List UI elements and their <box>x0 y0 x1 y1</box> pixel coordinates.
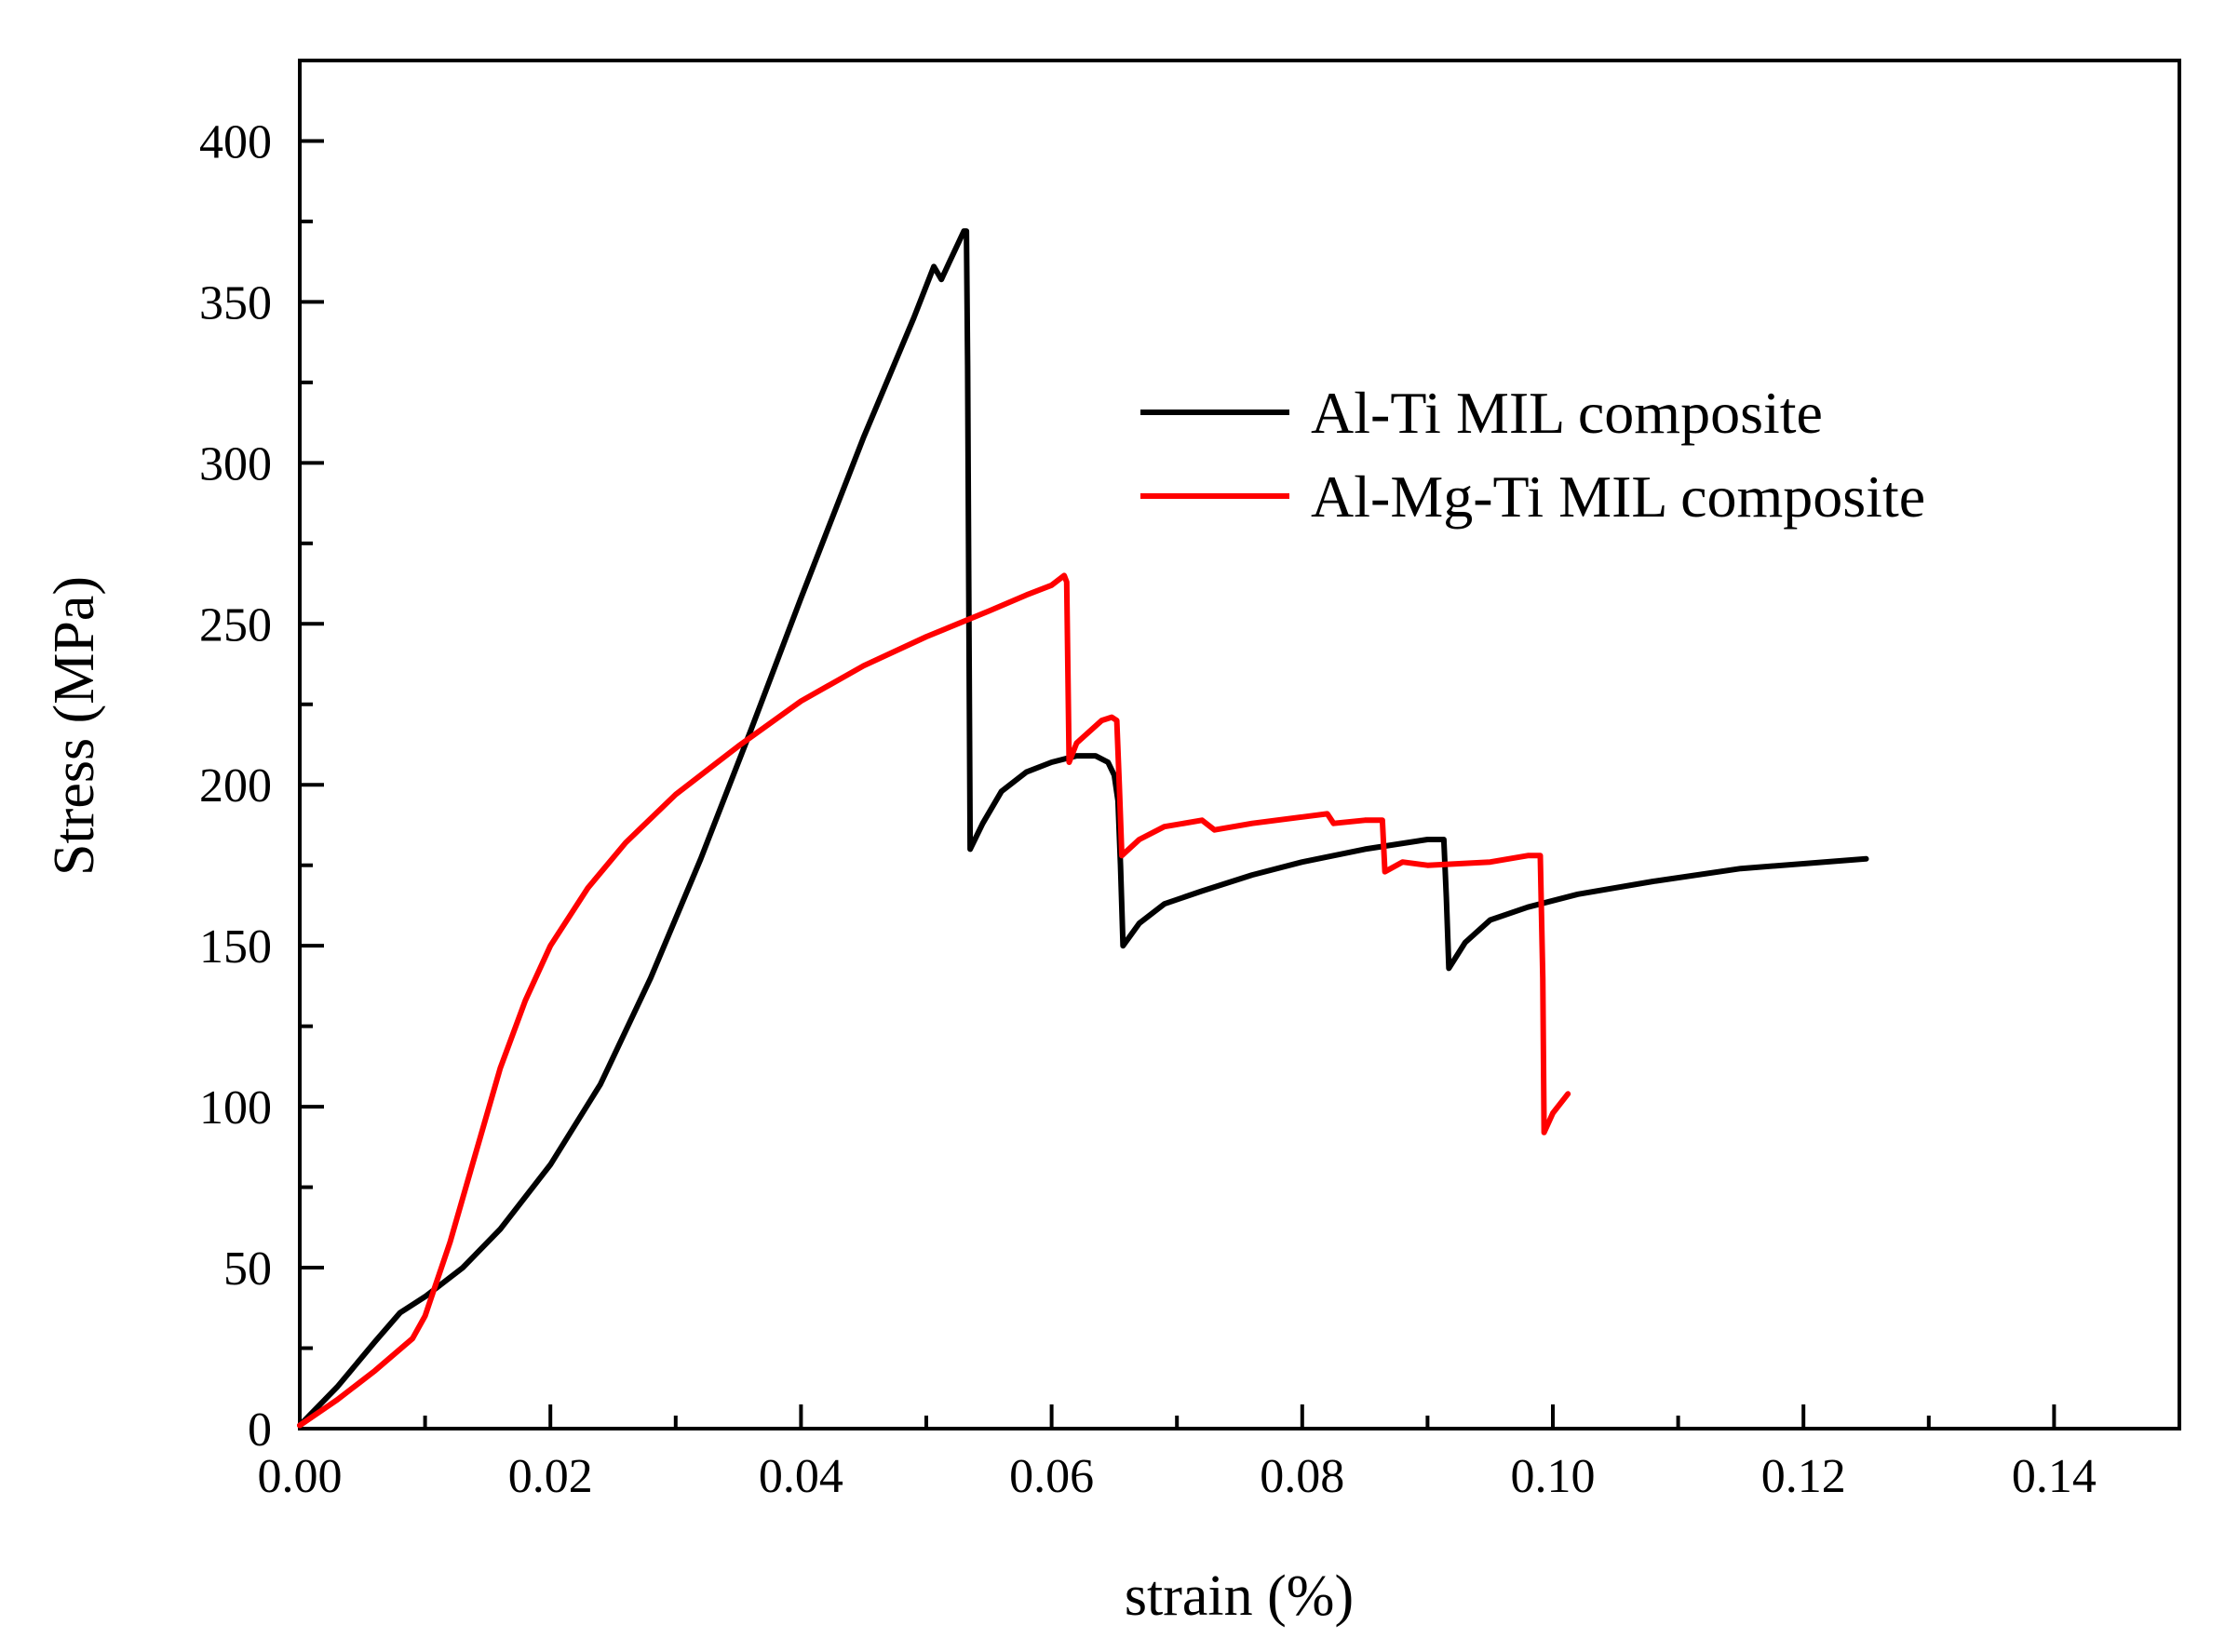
y-tick-label: 400 <box>199 115 272 168</box>
y-tick-label: 100 <box>199 1081 272 1135</box>
x-tick-label: 0.08 <box>1260 1450 1344 1503</box>
x-tick-label: 0.04 <box>759 1450 843 1503</box>
y-axis-ticks: 0 50 100 150 200 250 300 350 400 <box>199 115 324 1457</box>
x-axis-ticks: 0.00 0.02 0.04 0.06 0.08 0.10 0.12 0.14 <box>258 1404 2097 1503</box>
y-tick-label: 350 <box>199 276 272 329</box>
x-tick-label: 0.02 <box>508 1450 593 1503</box>
y-tick-label: 0 <box>248 1404 272 1457</box>
y-tick-label: 150 <box>199 920 272 974</box>
plot-frame <box>298 59 2181 1430</box>
legend: Al-Ti MIL composite Al-Mg-Ti MIL composi… <box>1140 380 1925 530</box>
series-line-al-ti <box>297 228 1869 1429</box>
legend-label-al-mg-ti: Al-Mg-Ti MIL composite <box>1311 463 1925 530</box>
x-axis-title: strain (%) <box>1125 1565 1354 1628</box>
x-tick-label: 0.06 <box>1009 1450 1094 1503</box>
x-tick-label: 0.10 <box>1511 1450 1596 1503</box>
y-tick-label: 200 <box>199 759 272 813</box>
y-tick-label: 250 <box>199 598 272 651</box>
x-tick-label: 0.12 <box>1761 1450 1846 1503</box>
y-tick-label: 50 <box>223 1242 272 1296</box>
series-layer <box>297 228 1869 1429</box>
x-tick-label: 0.00 <box>258 1450 343 1503</box>
y-tick-label: 300 <box>199 437 272 490</box>
y-axis-title: Stress (MPa) <box>43 576 106 876</box>
legend-label-al-ti: Al-Ti MIL composite <box>1311 380 1823 446</box>
x-tick-label: 0.14 <box>2012 1450 2097 1503</box>
series-line-al-mg-ti <box>297 572 1571 1429</box>
